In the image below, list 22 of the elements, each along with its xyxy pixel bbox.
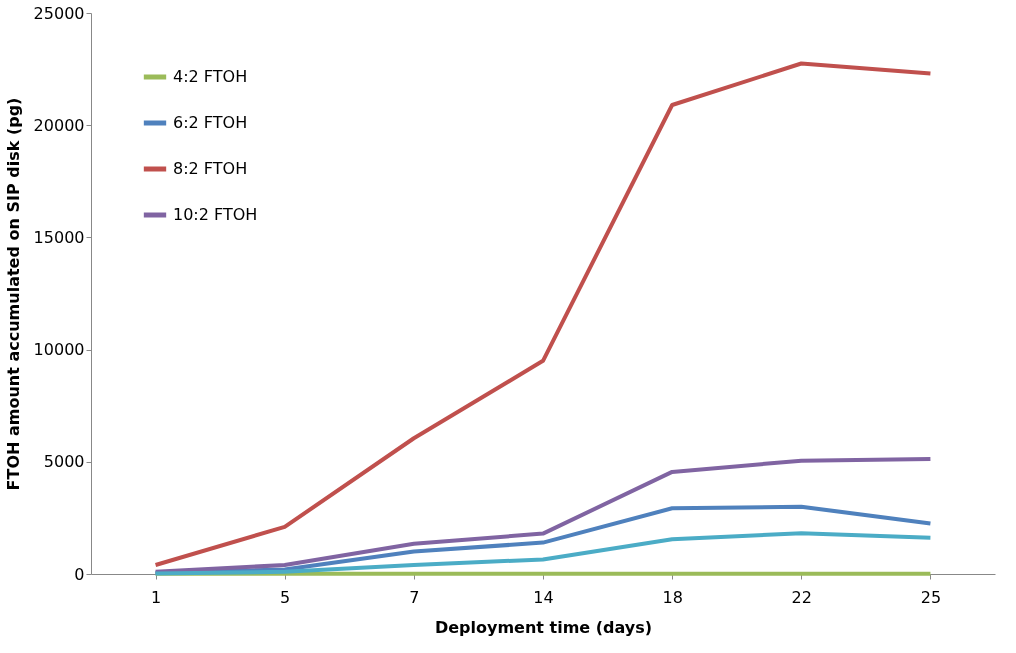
x-tick-label: 14 [533,587,554,607]
y-tick-label: 10000 [33,340,85,360]
y-tick-label: 15000 [33,227,85,247]
y-tick-label: 20000 [33,115,85,135]
line-series [153,61,933,568]
x-tick-label: 18 [662,587,683,607]
legend-label: 10:2 FTOH [173,205,258,224]
y-tick-label: 25000 [33,3,85,23]
x-axis-title: Deployment time (days) [434,617,653,637]
x-tick-label: 5 [280,587,291,607]
x-tick-label: 7 [409,587,420,607]
line-series [153,531,933,576]
x-tick-label: 1 [150,587,162,607]
legend-label: 4:2 FTOH [173,67,248,86]
y-tick-label: 0 [74,564,85,584]
legend-label: 8:2 FTOH [173,159,248,178]
line-series [153,456,933,574]
legend-label: 6:2 FTOH [173,113,248,132]
y-tick-label: 5000 [43,452,85,472]
x-tick-label: 22 [791,587,812,607]
y-axis-title: FTOH amount accumulated on SIP disk (pg) [3,97,23,491]
x-tick-label: 25 [920,587,942,607]
